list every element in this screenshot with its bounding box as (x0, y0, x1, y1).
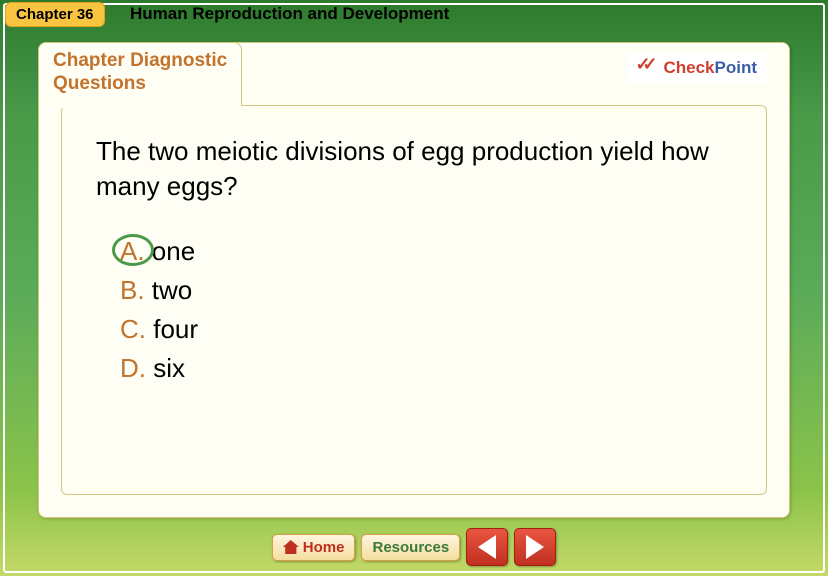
checkpoint-badge: CheckPoint (627, 53, 767, 83)
answer-d[interactable]: D. six (120, 349, 732, 388)
bottom-nav: Home Resources (0, 523, 828, 571)
checkpoint-text: CheckPoint (663, 58, 757, 78)
answer-letter: C. (120, 314, 146, 344)
question-text: The two meiotic divisions of egg product… (96, 134, 732, 204)
home-label: Home (303, 539, 345, 556)
arrow-left-icon (478, 535, 496, 559)
prev-button[interactable] (466, 528, 508, 566)
home-button[interactable]: Home (272, 534, 356, 561)
tab-line1: Chapter Diagnostic (53, 50, 227, 71)
checkpoint-word2: Point (715, 58, 758, 77)
resources-button[interactable]: Resources (361, 534, 460, 561)
next-button[interactable] (514, 528, 556, 566)
answer-letter: A. (120, 236, 145, 266)
chapter-title: Human Reproduction and Development (130, 4, 449, 24)
answer-c[interactable]: C. four (120, 310, 732, 349)
answer-letter: D. (120, 353, 146, 383)
answer-text: six (146, 353, 185, 383)
tab-line2: Questions (53, 73, 146, 94)
chapter-badge: Chapter 36 (5, 2, 105, 27)
checkmark-icon (637, 56, 661, 80)
arrow-right-icon (526, 535, 544, 559)
answer-text: four (146, 314, 198, 344)
question-box: The two meiotic divisions of egg product… (61, 105, 767, 495)
answer-list: A. one B. two C. four D. six (96, 232, 732, 388)
answer-text: one (145, 236, 196, 266)
resources-label: Resources (372, 539, 449, 556)
checkpoint-word1: Check (663, 58, 714, 77)
section-tab: Chapter Diagnostic Questions (38, 42, 242, 106)
home-icon (283, 540, 299, 554)
answer-text: two (145, 275, 193, 305)
content-panel: Chapter Diagnostic Questions CheckPoint … (38, 42, 790, 518)
answer-a[interactable]: A. one (120, 232, 732, 271)
answer-letter: B. (120, 275, 145, 305)
answer-b[interactable]: B. two (120, 271, 732, 310)
